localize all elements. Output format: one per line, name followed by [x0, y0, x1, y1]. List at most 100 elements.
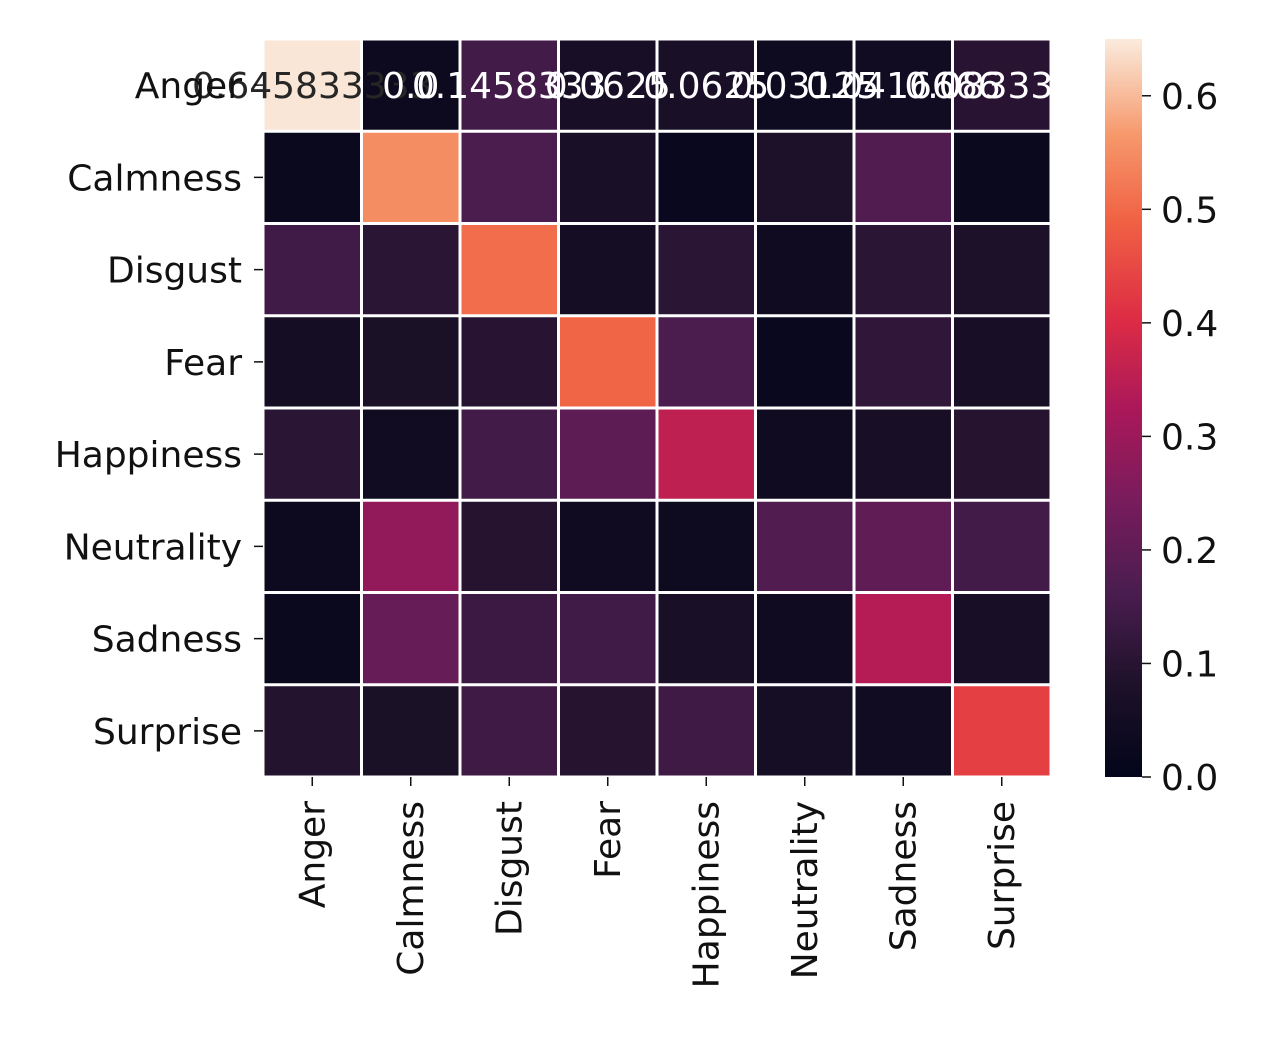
heatmap-cell	[855, 594, 951, 684]
colorbar-tick-label: 0.6	[1161, 77, 1218, 118]
heatmap-cell	[264, 225, 360, 315]
heatmap-cells	[264, 40, 1050, 776]
heatmap-cell	[757, 317, 853, 407]
x-tick-label: Anger	[292, 801, 333, 908]
heatmap-cell	[264, 501, 360, 591]
cell-annotation: 0.0	[382, 66, 439, 107]
heatmap-cell	[560, 501, 656, 591]
heatmap-cell	[264, 40, 360, 130]
colorbar-tick-label: 0.3	[1161, 417, 1218, 458]
x-tick-label: Calmness	[391, 801, 432, 976]
heatmap-cell	[658, 132, 754, 222]
y-tick-label: Fear	[164, 343, 242, 384]
heatmap-cell	[757, 225, 853, 315]
y-axis: Anger Calmness Disgust Fear Happiness Neutral…	[55, 66, 263, 753]
colorbar-gradient	[1105, 39, 1142, 777]
heatmap-cell	[757, 501, 853, 591]
y-tick-label: Sadness	[92, 620, 242, 661]
heatmap-cell	[954, 409, 1050, 499]
cell-annotation: 0.03125	[730, 66, 879, 107]
heatmap-cell	[264, 594, 360, 684]
heatmap-cell	[658, 225, 754, 315]
heatmap-cell	[855, 686, 951, 776]
heatmap-cell	[560, 40, 656, 130]
cell-annotation: 0.0625	[545, 66, 671, 107]
heatmap-cell	[264, 132, 360, 222]
heatmap-cell	[855, 40, 951, 130]
heatmap-cell	[461, 40, 557, 130]
heatmap-cell	[658, 317, 754, 407]
heatmap-cell	[363, 225, 459, 315]
heatmap-cell	[560, 594, 656, 684]
heatmap-cell	[954, 686, 1050, 776]
heatmap-cell	[954, 501, 1050, 591]
heatmap-cell	[560, 132, 656, 222]
x-tick-label: Happiness	[686, 801, 727, 988]
y-tick-label: Calmness	[67, 158, 242, 199]
colorbar-tick-label: 0.5	[1161, 190, 1218, 231]
heatmap-cell	[658, 686, 754, 776]
y-tick-label: Disgust	[107, 251, 242, 292]
x-tick-label: Fear	[588, 801, 629, 879]
heatmap-cell	[954, 594, 1050, 684]
heatmap-cell	[855, 409, 951, 499]
heatmap-cell	[757, 409, 853, 499]
heatmap-cell	[954, 225, 1050, 315]
x-tick-label: Sadness	[883, 801, 924, 951]
heatmap-cell	[757, 594, 853, 684]
cell-annotations: 0.6458333330.00.14583330.06250.06250.031…	[192, 66, 1099, 107]
heatmap-cell	[855, 317, 951, 407]
heatmap-cell	[855, 132, 951, 222]
heatmap-cell	[264, 686, 360, 776]
heatmap-cell	[560, 317, 656, 407]
heatmap-cell	[461, 317, 557, 407]
heatmap-cell	[658, 40, 754, 130]
heatmap-cell	[363, 686, 459, 776]
x-axis: Anger Calmness Disgust Fear Happiness Neutral…	[292, 777, 1023, 988]
x-tick-label: Neutrality	[785, 801, 826, 979]
heatmap-cell	[363, 40, 459, 130]
heatmap-cell	[461, 594, 557, 684]
x-tick-label: Disgust	[489, 801, 530, 936]
y-tick-label: Surprise	[93, 712, 242, 753]
heatmap-cell	[461, 132, 557, 222]
heatmap-cell	[954, 317, 1050, 407]
colorbar-tick-label: 0.2	[1161, 531, 1218, 572]
colorbar-tick-label: 0.4	[1161, 304, 1218, 345]
heatmap-cell	[461, 686, 557, 776]
heatmap-cell	[954, 40, 1050, 130]
heatmap-cell	[363, 317, 459, 407]
heatmap-cell	[658, 501, 754, 591]
y-tick-label: Neutrality	[64, 527, 242, 568]
cell-annotation: 0.0416666	[806, 66, 1001, 107]
heatmap-cell	[363, 594, 459, 684]
cell-annotation: 0.645833333	[192, 66, 433, 107]
y-tick-label: Happiness	[55, 435, 242, 476]
heatmap-cell	[461, 225, 557, 315]
x-tick-label: Surprise	[982, 801, 1023, 950]
heatmap-cell	[560, 225, 656, 315]
heatmap-cell	[757, 40, 853, 130]
heatmap-cell	[363, 132, 459, 222]
heatmap-cell	[363, 501, 459, 591]
heatmap-cell	[954, 132, 1050, 222]
y-tick-label: Anger	[135, 66, 242, 107]
heatmap-cell	[855, 501, 951, 591]
heatmap-cell	[658, 594, 754, 684]
heatmap-cell	[855, 225, 951, 315]
heatmap-cell	[757, 132, 853, 222]
heatmap-cell	[560, 686, 656, 776]
colorbar-tick-label: 0.1	[1161, 644, 1218, 685]
cell-annotation: 0.1458333	[412, 66, 607, 107]
cell-annotation: 0.0833333	[904, 66, 1099, 107]
heatmap-cell	[757, 686, 853, 776]
cell-annotation: 0.0625	[643, 66, 769, 107]
heatmap-cell	[658, 409, 754, 499]
heatmap-cell	[264, 317, 360, 407]
heatmap-cell	[560, 409, 656, 499]
colorbar: 0.0 0.1 0.2 0.3 0.4 0.5 0.6	[1105, 39, 1218, 799]
heatmap-cell	[461, 501, 557, 591]
heatmap-cell	[363, 409, 459, 499]
heatmap-cell	[461, 409, 557, 499]
